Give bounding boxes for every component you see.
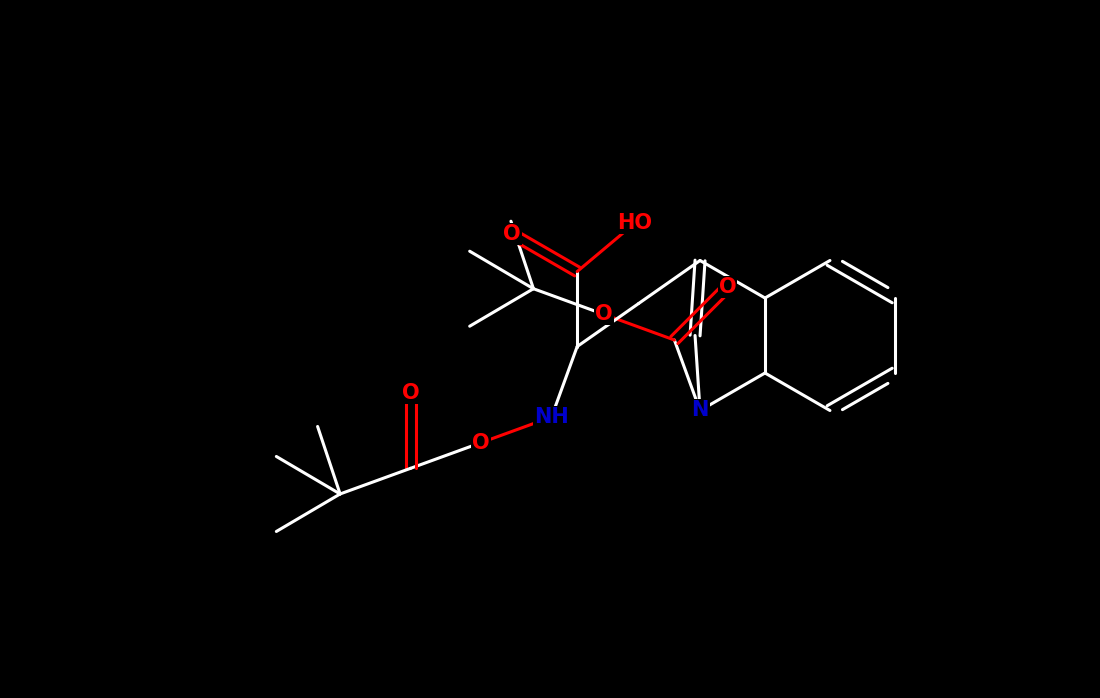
Text: O: O [718,277,736,297]
Text: O: O [472,433,490,453]
Text: HO: HO [617,214,652,233]
Text: O: O [402,383,419,403]
Text: N: N [692,401,708,420]
Text: O: O [504,224,521,244]
Text: NH: NH [535,407,569,427]
Text: O: O [595,304,613,325]
